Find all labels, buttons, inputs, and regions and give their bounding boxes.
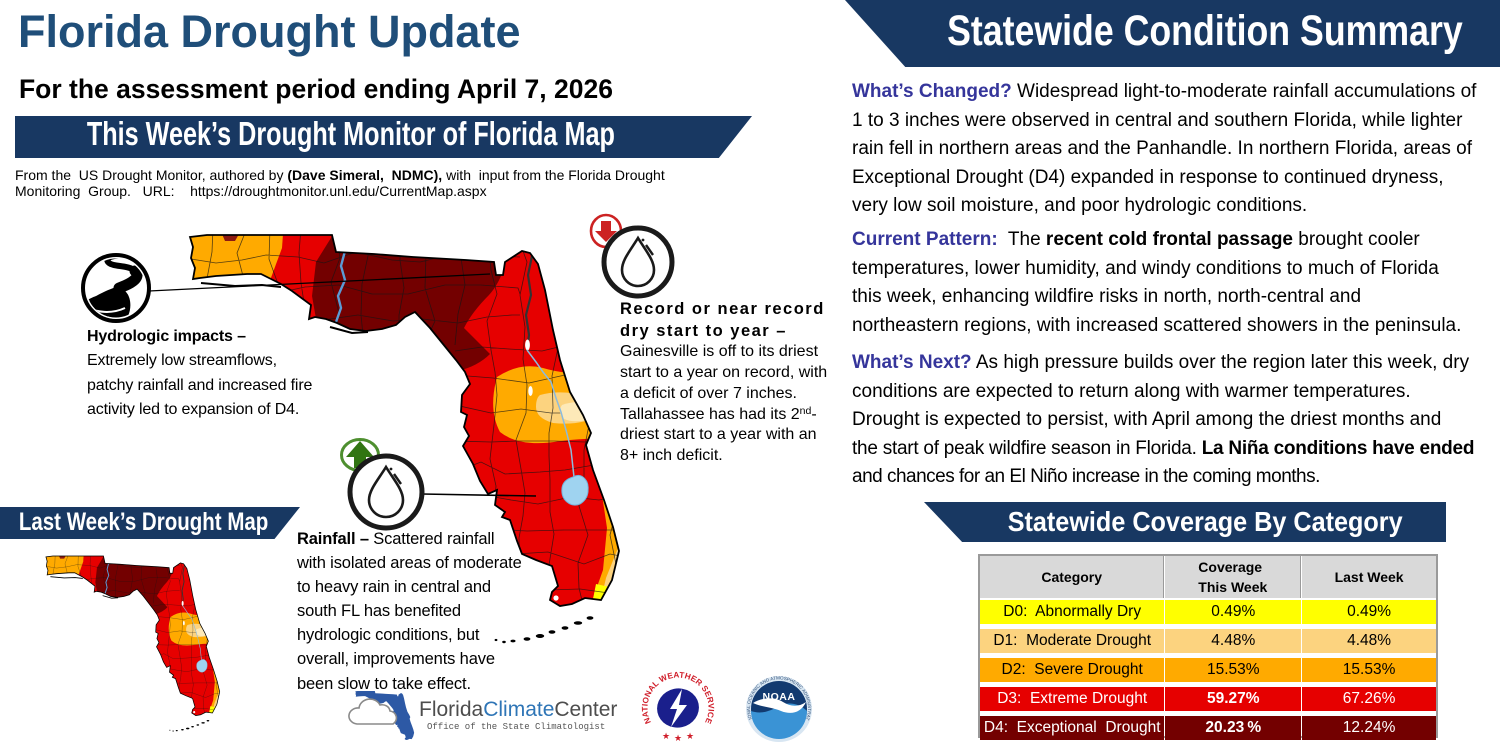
svg-text:FloridaClimateCenter: FloridaClimateCenter bbox=[419, 698, 617, 721]
svg-text:Office of the State Climatolog: Office of the State Climatologist bbox=[427, 722, 605, 732]
svg-text:★: ★ bbox=[674, 733, 682, 743]
svg-text:★: ★ bbox=[686, 731, 694, 741]
svg-text:NOAA: NOAA bbox=[763, 691, 796, 703]
svg-text:★: ★ bbox=[662, 731, 670, 741]
